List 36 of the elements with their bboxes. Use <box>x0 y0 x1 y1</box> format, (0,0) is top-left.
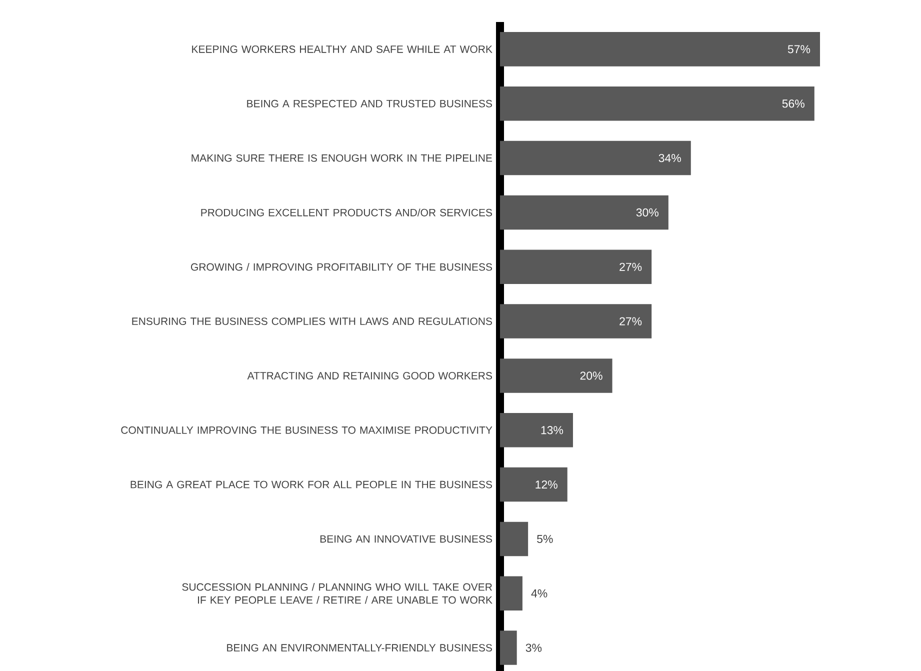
y-tick-label: MAKING SURE THERE IS ENOUGH WORK IN THE PIPELINE <box>192 154 492 162</box>
y-tick-label: ATTRACTING AND RETAINING GOOD WORKERS <box>247 372 492 380</box>
y-tick-label: SUCCESSION PLANNING / PLANNING WHO WILL TAKE OVER IF KEY PEOPLE LEAVE / RETIRE / ARE UNABLE TO WORK <box>182 583 492 604</box>
y-tick-label: ENSURING THE BUSINESS COMPLIES WITH LAWS AND REGULATIONS <box>132 318 492 326</box>
bar <box>500 358 612 393</box>
data-label: 30% <box>636 208 658 217</box>
data-label: 5% <box>537 534 553 543</box>
data-label: 20% <box>580 372 602 380</box>
bar <box>500 576 522 611</box>
data-label: 27% <box>620 262 642 271</box>
data-label: 27% <box>620 317 642 326</box>
y-tick-label: GROWING / IMPROVING PROFITABILITY OF THE BUSINESS <box>191 263 492 271</box>
bar <box>500 467 568 502</box>
bar <box>500 32 820 66</box>
bar <box>500 140 691 176</box>
data-label: 57% <box>788 45 810 54</box>
y-tick-label: BEING A RESPECTED AND TRUSTED BUSINESS <box>247 100 492 108</box>
data-label: 13% <box>541 426 564 434</box>
bar <box>500 250 652 284</box>
y-tick-label: BEING AN INNOVATIVE BUSINESS <box>320 535 492 543</box>
data-label: 12% <box>536 480 558 489</box>
y-tick-label: CONTINUALLY IMPROVING THE BUSINESS TO MAXIMISE PRODUCTIVITY <box>121 426 492 434</box>
y-tick-label: KEEPING WORKERS HEALTHY AND SAFE WHILE AT WORK <box>192 45 492 53</box>
data-label: 3% <box>526 644 542 652</box>
bar <box>500 522 528 556</box>
y-tick-label: BEING A GREAT PLACE TO WORK FOR ALL PEOPLE IN THE BUSINESS <box>130 480 492 488</box>
bar <box>500 630 517 665</box>
bar <box>500 195 668 230</box>
y-tick-label: BEING AN ENVIRONMENTALLY-FRIENDLY BUSINESS <box>227 644 492 652</box>
bar <box>500 412 573 448</box>
data-label: 56% <box>782 100 804 108</box>
data-label: 4% <box>531 589 548 598</box>
y-tick-label: PRODUCING EXCELLENT PRODUCTS AND/OR SERVICES <box>201 208 492 216</box>
bar <box>500 86 814 121</box>
data-label: 34% <box>658 154 681 162</box>
bar <box>500 304 652 338</box>
